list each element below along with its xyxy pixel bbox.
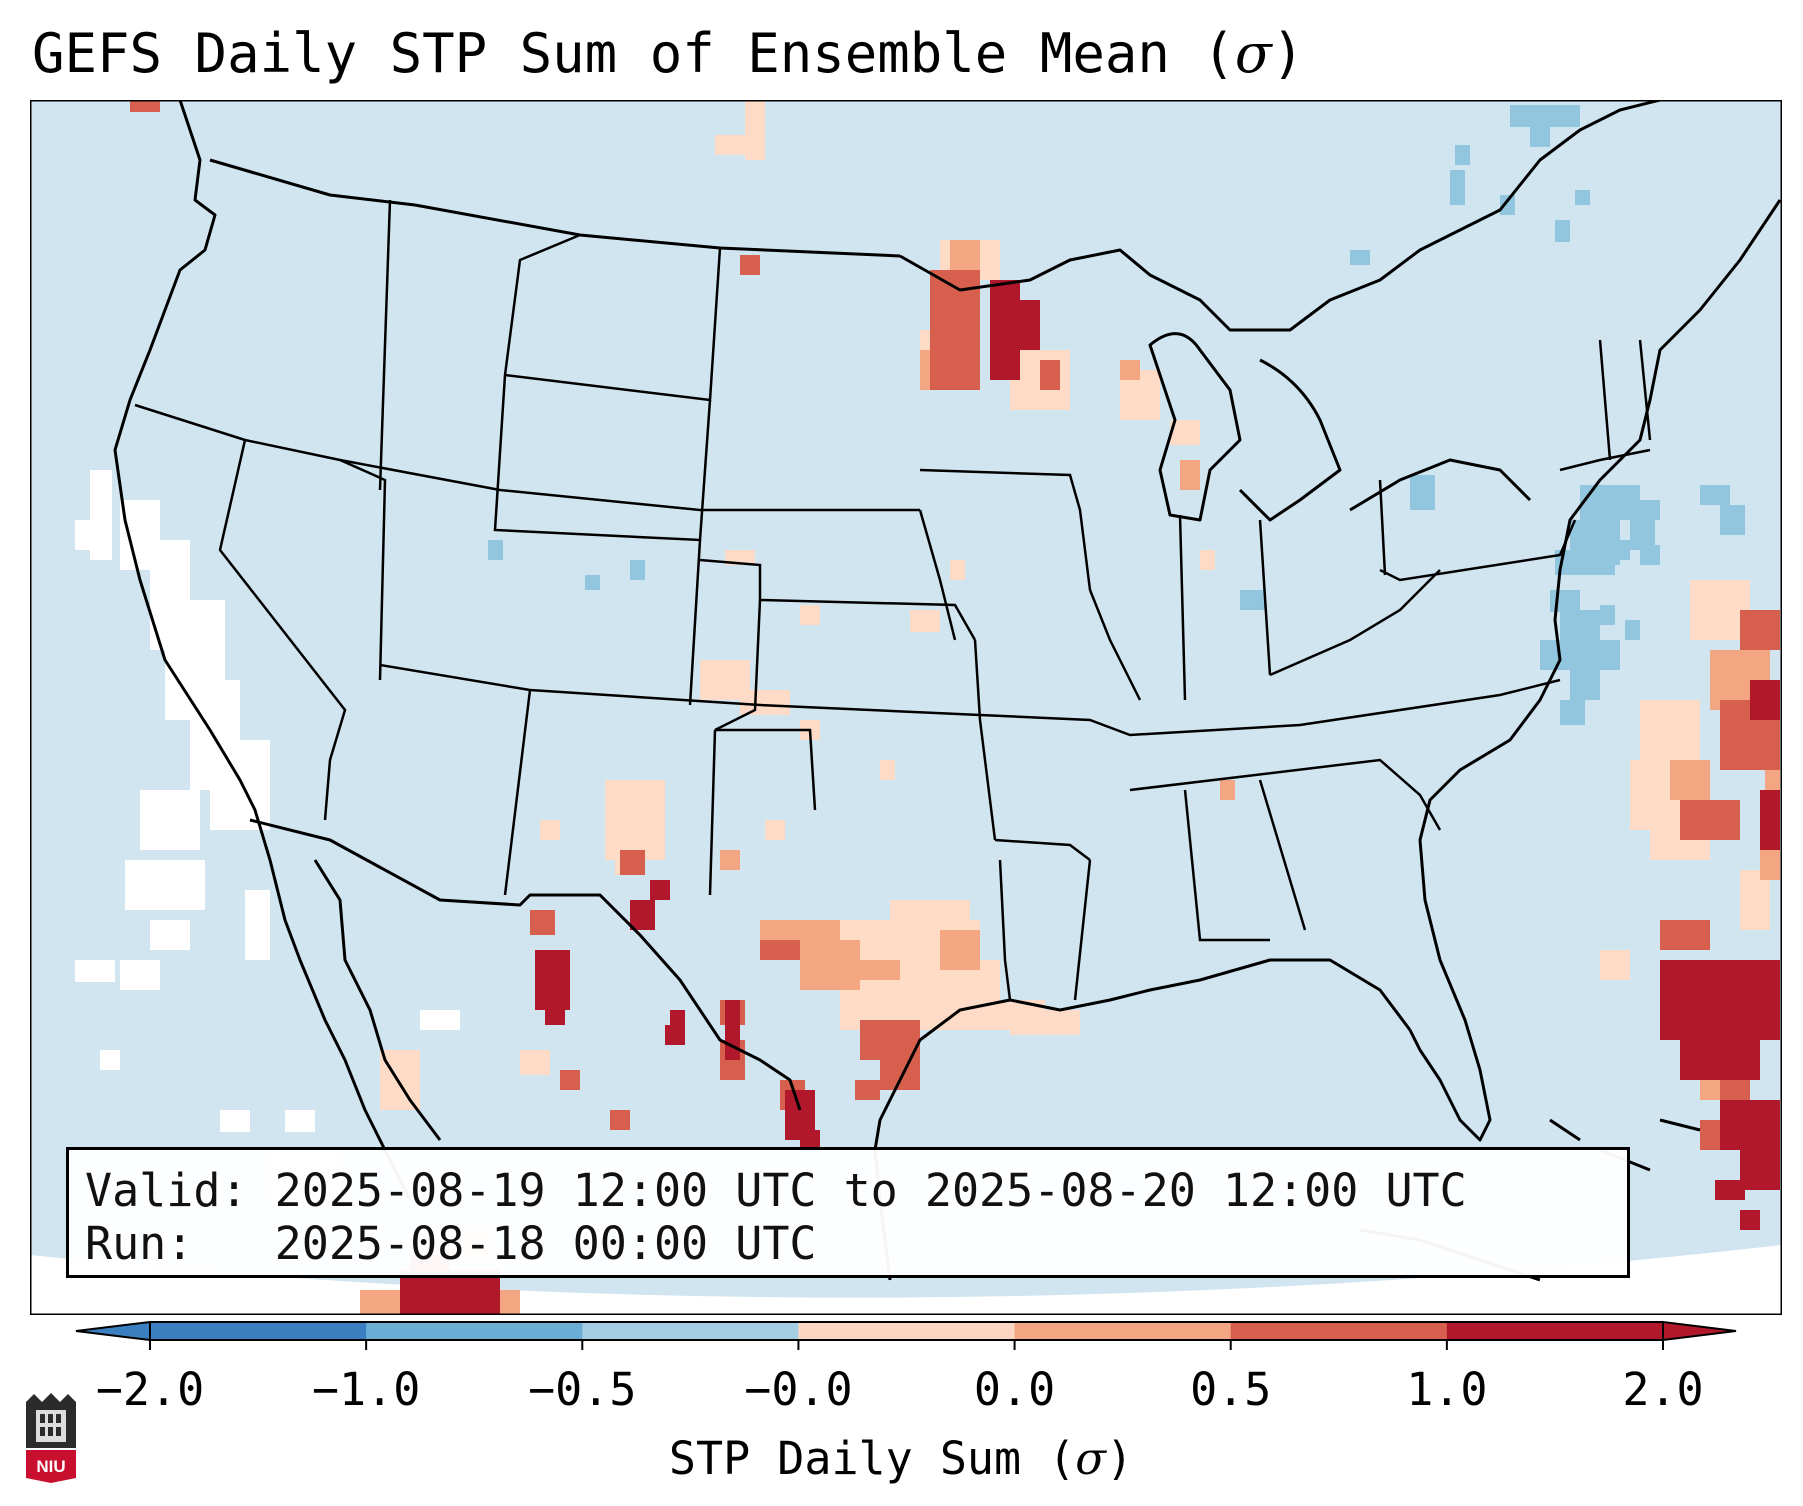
- colorbar-tick-label: 0.0: [973, 1363, 1056, 1416]
- near-zero-cells: [75, 470, 460, 1200]
- colorbar-segment: [150, 1322, 367, 1340]
- colorbar-segment: [366, 1322, 583, 1340]
- colorbar-tick-label: −0.5: [528, 1363, 637, 1416]
- colorbar-extend-max: [1662, 1320, 1737, 1342]
- colorbar-label-sigma: σ: [1075, 1432, 1107, 1485]
- title-sigma: σ: [1234, 22, 1272, 85]
- colorbar-tick-label: −1.0: [311, 1363, 421, 1416]
- run-value: 2025-08-18 00:00 UTC: [274, 1217, 817, 1270]
- state-borders: [134, 199, 1652, 1001]
- validity-info-box: Valid: 2025-08-19 12:00 UTC to 2025-08-2…: [66, 1147, 1630, 1278]
- colorbar-tick-label: 2.0: [1622, 1363, 1704, 1416]
- run-label: Run:: [85, 1217, 194, 1270]
- colorbar-label-text: STP Daily Sum (: [668, 1432, 1076, 1485]
- negative-anomaly-cells: [488, 105, 1745, 725]
- title-text: GEFS Daily STP Sum of Ensemble Mean (: [32, 22, 1235, 85]
- logo-text: NIU: [36, 1457, 65, 1476]
- map-background: [30, 100, 1782, 1315]
- title-close: ): [1271, 22, 1305, 85]
- colorbar-tick-label: 0.5: [1190, 1363, 1272, 1416]
- low-positive-cells: [380, 100, 1770, 1260]
- colorbar-label-close: ): [1106, 1432, 1134, 1485]
- colorbar-tick-label: −2.0: [95, 1363, 205, 1416]
- colorbar-label: STP Daily Sum (σ): [669, 1432, 1133, 1485]
- colorbar: [75, 1320, 1737, 1350]
- colorbar-extend-min: [75, 1320, 151, 1342]
- coastlines-and-borders: [113, 100, 1782, 1282]
- colorbar-tick-label: −0.0: [744, 1363, 853, 1416]
- map-plot-area: [30, 100, 1782, 1315]
- colorbar-segment: [1446, 1322, 1664, 1340]
- niu-seal-icon: NIU: [26, 1393, 76, 1483]
- valid-label: Valid:: [85, 1164, 248, 1217]
- colorbar-segment: [1230, 1322, 1448, 1340]
- colorbar-segment: [798, 1322, 1016, 1340]
- chart-title: GEFS Daily STP Sum of Ensemble Mean (σ): [32, 22, 1304, 85]
- colorbar-frame: [149, 1321, 1664, 1341]
- colorbar-tick-label: 1.0: [1406, 1363, 1488, 1416]
- niu-logo: NIU: [22, 1392, 80, 1488]
- colorbar-segment: [582, 1322, 799, 1340]
- colorbar-segment: [1014, 1322, 1232, 1340]
- valid-value: 2025-08-19 12:00 UTC to 2025-08-20 12:00…: [274, 1164, 1467, 1217]
